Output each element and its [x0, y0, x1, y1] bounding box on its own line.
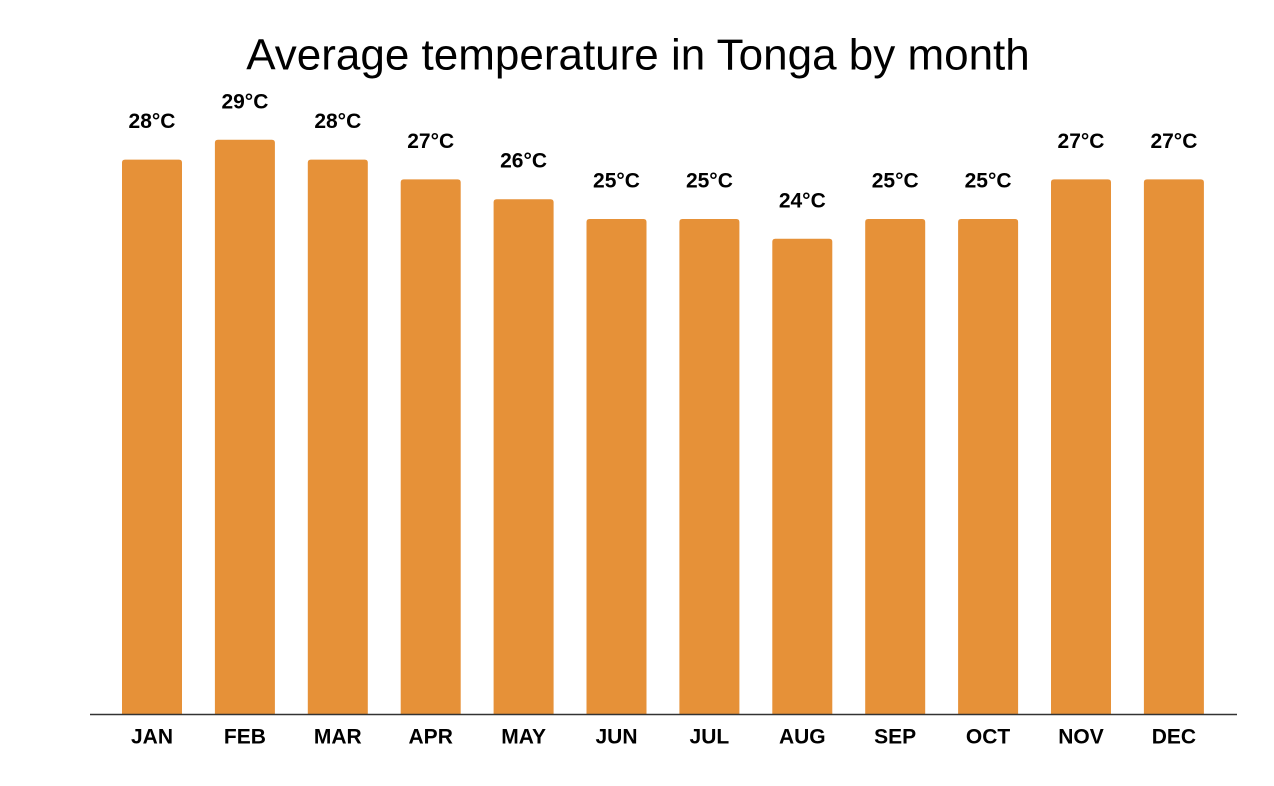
x-tick-label: JAN [131, 726, 173, 749]
x-tick-label: AUG [779, 726, 826, 749]
value-label: 27°C [1058, 130, 1105, 153]
bar [400, 179, 461, 714]
value-label: 25°C [686, 170, 733, 193]
x-tick-label: APR [409, 726, 453, 749]
x-tick-label: MAY [501, 726, 546, 749]
bar [307, 159, 368, 715]
value-label: 29°C [221, 90, 268, 113]
bar [214, 139, 275, 715]
value-label: 25°C [872, 170, 919, 193]
x-tick-label: MAR [314, 726, 362, 749]
value-label: 24°C [779, 189, 826, 212]
bar [493, 199, 554, 714]
chart-title: Average temperature in Tonga by month [246, 31, 1030, 80]
bar [122, 159, 182, 715]
bar [1051, 179, 1111, 714]
value-label: 25°C [965, 170, 1012, 193]
bar [679, 219, 740, 714]
bar [1143, 179, 1204, 714]
bar [772, 238, 833, 715]
bar [865, 219, 926, 714]
bar [586, 219, 647, 714]
x-tick-label: JUN [595, 726, 637, 749]
x-tick-label: OCT [966, 726, 1011, 749]
x-tick-label: DEC [1152, 726, 1196, 749]
value-label: 27°C [407, 130, 454, 153]
value-label: 28°C [129, 110, 176, 133]
x-tick-label: JUL [690, 726, 730, 749]
bar [958, 219, 1019, 714]
value-label: 25°C [593, 170, 640, 193]
x-tick-label: FEB [224, 726, 266, 749]
x-tick-label: SEP [874, 726, 916, 749]
value-label: 26°C [500, 150, 547, 173]
value-label: 28°C [314, 110, 361, 133]
value-label: 27°C [1150, 130, 1197, 153]
x-tick-label: NOV [1058, 726, 1104, 749]
